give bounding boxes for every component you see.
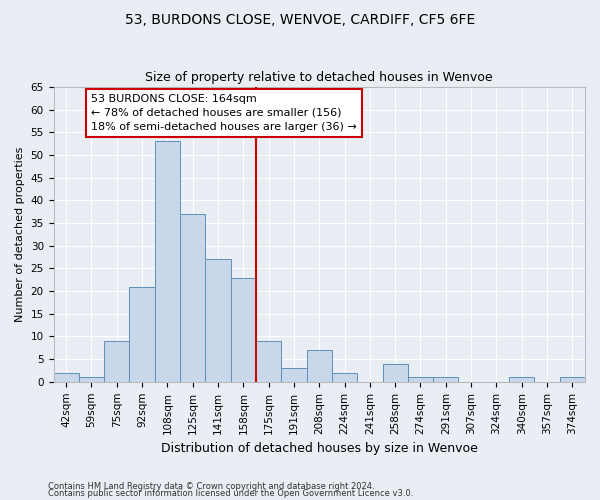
Bar xyxy=(281,368,307,382)
Bar xyxy=(307,350,332,382)
Bar xyxy=(180,214,205,382)
Bar xyxy=(332,372,357,382)
Text: Contains public sector information licensed under the Open Government Licence v3: Contains public sector information licen… xyxy=(48,490,413,498)
Bar xyxy=(230,278,256,382)
Bar xyxy=(383,364,408,382)
Bar xyxy=(433,378,458,382)
Text: 53 BURDONS CLOSE: 164sqm
← 78% of detached houses are smaller (156)
18% of semi-: 53 BURDONS CLOSE: 164sqm ← 78% of detach… xyxy=(91,94,357,132)
Bar xyxy=(130,286,155,382)
Text: Contains HM Land Registry data © Crown copyright and database right 2024.: Contains HM Land Registry data © Crown c… xyxy=(48,482,374,491)
Bar xyxy=(560,378,585,382)
Title: Size of property relative to detached houses in Wenvoe: Size of property relative to detached ho… xyxy=(145,72,493,85)
X-axis label: Distribution of detached houses by size in Wenvoe: Distribution of detached houses by size … xyxy=(161,442,478,455)
Y-axis label: Number of detached properties: Number of detached properties xyxy=(15,147,25,322)
Bar xyxy=(155,142,180,382)
Bar xyxy=(256,341,281,382)
Bar xyxy=(104,341,130,382)
Bar xyxy=(79,378,104,382)
Text: 53, BURDONS CLOSE, WENVOE, CARDIFF, CF5 6FE: 53, BURDONS CLOSE, WENVOE, CARDIFF, CF5 … xyxy=(125,12,475,26)
Bar xyxy=(509,378,535,382)
Bar xyxy=(53,372,79,382)
Bar xyxy=(205,260,230,382)
Bar xyxy=(408,378,433,382)
